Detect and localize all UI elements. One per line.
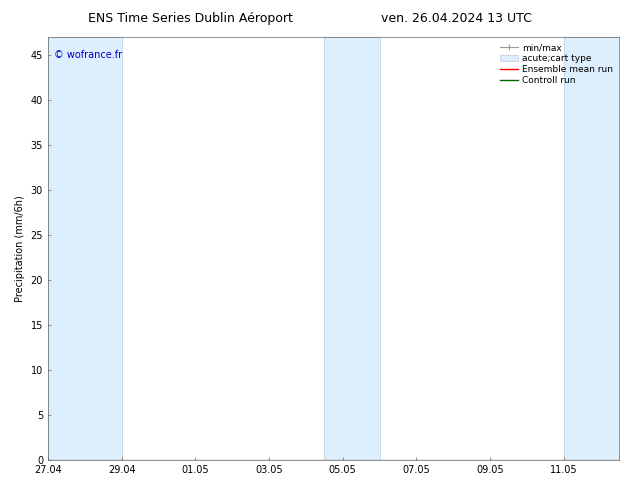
Bar [48, 37, 122, 460]
Y-axis label: Precipitation (mm/6h): Precipitation (mm/6h) [15, 195, 25, 302]
Bar [564, 37, 619, 460]
Bar [324, 37, 380, 460]
Legend: min/max, acute;cart type, Ensemble mean run, Controll run: min/max, acute;cart type, Ensemble mean … [498, 42, 614, 87]
Text: ENS Time Series Dublin Aéroport: ENS Time Series Dublin Aéroport [87, 12, 293, 25]
Text: ven. 26.04.2024 13 UTC: ven. 26.04.2024 13 UTC [381, 12, 532, 25]
Text: © wofrance.fr: © wofrance.fr [54, 50, 122, 60]
